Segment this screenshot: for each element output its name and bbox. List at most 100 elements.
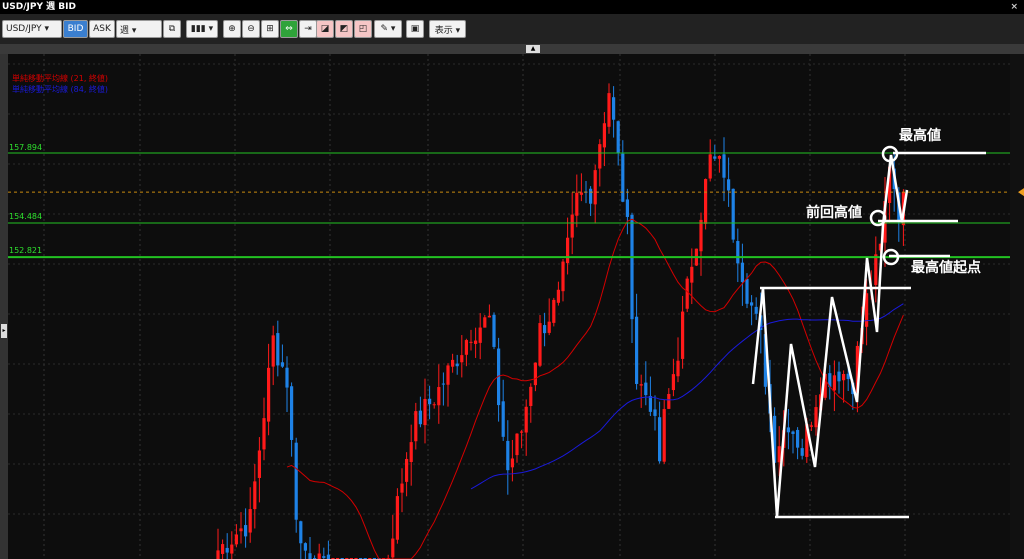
candle-body xyxy=(814,407,818,428)
symbol-select[interactable]: USD/JPY ▾ xyxy=(2,20,62,38)
candle-body xyxy=(745,278,749,304)
candle-body xyxy=(418,410,422,425)
candle-body xyxy=(271,335,275,367)
drawn-circle xyxy=(881,145,899,163)
candle-body xyxy=(276,333,280,366)
candle-body xyxy=(446,365,450,385)
ask-button[interactable]: ASK xyxy=(89,20,115,38)
candle-body xyxy=(561,261,565,292)
candle-body xyxy=(731,188,735,240)
candle-body xyxy=(464,340,468,355)
candle-body xyxy=(832,375,836,391)
candle-body xyxy=(777,446,781,463)
candle-body xyxy=(796,429,800,448)
candle-body xyxy=(510,458,514,468)
price-chart[interactable] xyxy=(8,54,1024,559)
candle-body xyxy=(713,156,717,159)
candle-body xyxy=(800,448,804,456)
pen-select[interactable]: ✎ ▾ xyxy=(374,20,402,38)
candle-body xyxy=(566,237,570,264)
candle-body xyxy=(855,345,859,393)
candle-body xyxy=(253,481,257,510)
snapshot-button[interactable]: ▣ xyxy=(406,20,424,38)
current-price-marker xyxy=(1018,188,1024,197)
zoom-in-button[interactable]: ⊕ xyxy=(223,20,241,38)
draw-tool-2[interactable]: ◩ xyxy=(335,20,353,38)
candle-body xyxy=(681,311,685,359)
candle-body xyxy=(653,409,657,416)
candle-body xyxy=(704,179,708,224)
candle-body xyxy=(556,289,560,303)
candle-body xyxy=(846,373,850,380)
candle-body xyxy=(759,315,763,331)
candle-body xyxy=(685,278,689,309)
candle-body xyxy=(552,299,556,323)
latest-button[interactable]: ⇥ xyxy=(299,20,317,38)
candle-body xyxy=(750,302,754,306)
candle-body xyxy=(506,440,510,471)
candle-body xyxy=(432,404,436,406)
link-button[interactable]: ⧉ xyxy=(163,20,181,38)
candle-body xyxy=(607,93,611,127)
candle-body xyxy=(225,547,229,553)
chart-type-select[interactable]: ▮▮▮ ▾ xyxy=(186,20,218,38)
candle-body xyxy=(874,254,878,285)
collapse-toggle[interactable]: ▲ xyxy=(526,45,540,53)
title-text: USD/JPY 週 BID xyxy=(2,2,76,12)
ma84-legend: 単純移動平均線 (84, 終値) xyxy=(12,85,109,94)
expand-toggle[interactable]: ▸ xyxy=(1,324,7,338)
candle-body xyxy=(391,538,395,558)
candle-body xyxy=(317,553,321,559)
candle-body xyxy=(423,398,427,426)
candle-body xyxy=(773,415,777,463)
candle-body xyxy=(547,321,551,333)
candle-body xyxy=(648,396,652,412)
candle-body xyxy=(262,418,266,450)
candle-body xyxy=(543,325,547,334)
draw-tool-1[interactable]: ◪ xyxy=(316,20,334,38)
candle-body xyxy=(451,359,455,367)
candle-body xyxy=(676,360,680,377)
candle-body xyxy=(395,496,399,540)
candle-body xyxy=(221,544,225,554)
candle-body xyxy=(257,450,261,478)
candle-body xyxy=(524,406,528,433)
candle-body xyxy=(469,341,473,343)
left-strip: ▸ xyxy=(0,54,8,559)
candle-body xyxy=(455,363,459,367)
zoom-out-button[interactable]: ⊖ xyxy=(242,20,260,38)
candle-body xyxy=(888,166,892,203)
candle-body xyxy=(763,334,767,387)
candle-body xyxy=(667,393,671,409)
candle-body xyxy=(216,550,220,559)
toolbar: USD/JPY ▾ BID ASK 週 ▾ ⧉ ▮▮▮ ▾ ⊕ ⊖ ⊞ ⇔ ⇥ … xyxy=(0,14,1024,44)
ma21-line xyxy=(286,218,904,559)
fit-button[interactable]: ⊞ xyxy=(261,20,279,38)
candle-body xyxy=(658,417,662,462)
candle-body xyxy=(612,97,616,120)
candle-body xyxy=(428,398,432,405)
candle-body xyxy=(290,386,294,440)
candle-body xyxy=(823,373,827,398)
bid-button[interactable]: BID xyxy=(63,20,88,38)
ma84-line xyxy=(470,303,904,490)
scroll-button[interactable]: ⇔ xyxy=(280,20,298,38)
candle-body xyxy=(280,362,284,367)
candle-body xyxy=(515,433,519,456)
candle-body xyxy=(487,315,491,318)
draw-tool-3[interactable]: ◰ xyxy=(354,20,372,38)
close-button[interactable]: × xyxy=(1010,2,1018,12)
view-menu[interactable]: 表示 ▾ xyxy=(429,20,466,38)
candle-body xyxy=(842,374,846,381)
candle-body xyxy=(409,442,413,463)
candle-body xyxy=(248,509,252,533)
candle-body xyxy=(483,317,487,328)
candle-body xyxy=(717,156,721,159)
candle-body xyxy=(239,528,243,532)
candle-body xyxy=(405,458,409,482)
drawn-circle xyxy=(869,209,887,227)
annotation-high-start: 最高値起点 xyxy=(911,260,981,276)
period-select[interactable]: 週 ▾ xyxy=(116,20,162,38)
annotation-high: 最高値 xyxy=(899,128,941,144)
price-axis xyxy=(1010,54,1024,559)
